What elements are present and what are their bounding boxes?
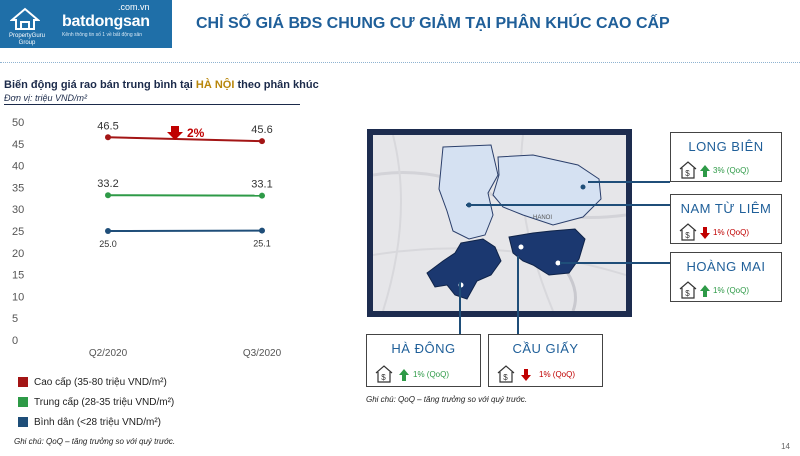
arrow-down-icon [521,369,531,381]
map-canvas: HANOI [373,135,626,311]
house-dollar-icon: $ [375,365,393,383]
y-tick-label: 10 [12,291,24,303]
header-divider [0,62,800,63]
x-tick-label: Q2/2020 [89,348,128,359]
propertyguru-label: PropertyGuru Group [8,33,45,46]
legend-label: Cao cấp (35-80 triệu VND/m²) [34,376,167,388]
house-dollar-icon: $ [679,281,697,299]
svg-text:$: $ [381,373,386,382]
district-change: 1% (QoQ) [413,370,450,379]
legend-swatch [18,417,28,427]
district-name: NAM TỪ LIÊM [680,201,772,216]
page-title: CHỈ SỐ GIÁ BĐS CHUNG CƯ GIẢM TẠI PHÂN KH… [196,15,670,32]
y-tick-label: 0 [12,335,18,347]
data-point [259,227,265,234]
data-point [105,228,111,234]
house-dollar-icon: $ [497,365,515,383]
district-name: LONG BIÊN [688,139,764,154]
annotation-label: 2% [187,126,205,140]
data-point [259,138,265,145]
district-change: 1% (QoQ) [539,370,576,379]
district-card-nam-tu-liem: NAM TỪ LIÊM $ 1% (QoQ) [670,194,782,244]
data-point [105,134,111,141]
legend-item-binh-dan: Bình dân (<28 triệu VND/m²) [18,412,174,432]
legend-item-cao-cap: Cao cấp (35-80 triệu VND/m²) [18,372,174,392]
data-point [259,192,265,199]
price-line-chart: 0 5 10 15 20 25 30 35 40 45 50 Q2/2020 Q3/2020 46.5 45… [12,117,282,359]
y-tick-label: 20 [12,248,24,260]
unit-divider [4,104,300,105]
district-name: HOÀNG MAI [686,259,766,274]
house-dollar-icon: $ [679,161,697,179]
brand-logos: PropertyGuru Group .com.vn batdongsan Kê… [0,0,172,48]
svg-text:$: $ [685,169,690,178]
annotation-arrow-down-icon [167,126,183,140]
subtitle-pre: Biến động giá rao bán trung bình tại [4,79,196,91]
y-tick-label: 30 [12,204,24,216]
y-tick-label: 35 [12,182,24,194]
svg-text:$: $ [685,231,690,240]
series-line [107,136,263,143]
hanoi-map: HANOI [367,129,632,317]
arrow-up-icon [399,369,409,381]
legend-label: Trung cấp (28-35 triệu VND/m²) [34,396,175,408]
data-label: 25.1 [253,239,271,249]
page-number: 14 [781,442,790,451]
arrow-up-icon [700,165,710,177]
data-point [105,192,111,199]
map-city-label: HANOI [533,215,552,221]
y-tick-label: 50 [12,117,24,129]
subtitle-highlight: HÀ NỘI [195,79,235,91]
connector-cau-giay [517,256,519,334]
legend-swatch [18,377,28,387]
district-card-long-bien: LONG BIÊN $ 3% (QoQ) [670,132,782,182]
arrow-down-icon [700,227,710,239]
data-label: 45.6 [251,124,272,136]
y-tick-label: 45 [12,139,24,151]
connector-nam-tu-liem [466,204,670,206]
connector-ha-dong [459,282,461,334]
data-label: 33.2 [97,178,118,190]
y-tick-label: 5 [12,313,18,325]
district-card-cau-giay: CẦU GIẤY $ 1% (QoQ) [488,334,603,387]
left-note: Ghi chú: QoQ – tăng trưởng so với quý tr… [14,437,176,446]
data-label: 33.1 [251,179,272,191]
district-name: HÀ ĐÔNG [391,341,456,356]
data-label: 25.0 [99,239,117,249]
connector-long-bien [588,181,670,183]
house-dollar-icon: $ [679,223,697,241]
data-label: 46.5 [97,120,118,132]
district-change: 1% (QoQ) [713,286,750,295]
legend-item-trung-cap: Trung cấp (28-35 triệu VND/m²) [18,392,174,412]
svg-text:$: $ [503,373,508,382]
subtitle-post: theo phân khúc [234,79,319,91]
x-tick-label: Q3/2020 [243,348,282,359]
district-card-hoang-mai: HOÀNG MAI $ 1% (QoQ) [670,252,782,302]
chart-legend: Cao cấp (35-80 triệu VND/m²) Trung cấp (… [18,372,174,432]
y-tick-label: 15 [12,270,24,282]
header-bar: PropertyGuru Group .com.vn batdongsan Kê… [0,0,800,48]
district-change: 1% (QoQ) [713,228,750,237]
propertyguru-logo-icon [10,7,40,30]
chart-subtitle: Biến động giá rao bán trung bình tại HÀ … [4,79,319,91]
legend-label: Bình dân (<28 triệu VND/m²) [34,416,161,428]
connector-hoang-mai [560,262,670,264]
right-note: Ghi chú: QoQ – tăng trưởng so với quý tr… [366,395,528,404]
district-change: 3% (QoQ) [713,166,750,175]
legend-swatch [18,397,28,407]
svg-text:$: $ [685,289,690,298]
district-card-ha-dong: HÀ ĐÔNG $ 1% (QoQ) [366,334,481,387]
district-name: CẦU GIẤY [512,341,579,356]
bds-logo-text: batdongsan [62,13,150,30]
y-tick-label: 25 [12,226,24,238]
chart-unit: Đơn vị: triệu VND/m² [4,93,87,103]
bds-dotcom: .com.vn [118,2,150,12]
district-map-graphic: HANOI [373,135,626,311]
arrow-up-icon [700,285,710,297]
bds-tagline: Kênh thông tin số 1 về bất động sản [62,32,143,38]
y-tick-label: 40 [12,161,24,173]
